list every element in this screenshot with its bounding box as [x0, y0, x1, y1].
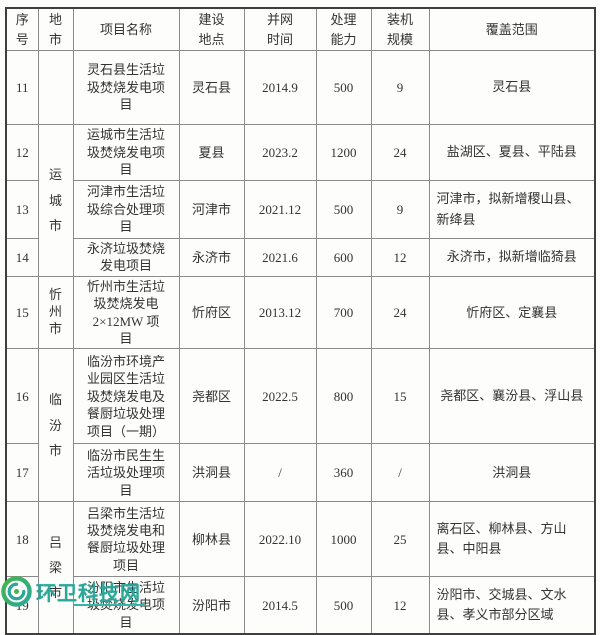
grid-time-cell: 2022.5 [243, 348, 317, 445]
header-coverage: 覆盖范围 [428, 7, 596, 51]
serial-cell: 15 [5, 275, 39, 350]
table-row: 11 灵石县生活垃圾焚烧发电项目 灵石县 2014.9 500 9 灵石县 [5, 50, 596, 125]
capacity-cell: 1000 [315, 501, 372, 578]
coverage-cell: 灵石县 [428, 50, 596, 125]
table-row: 15 忻州市 忻州市生活垃圾焚烧发电2×12MW 项目 忻府区 2013.12 … [5, 275, 596, 350]
scale-cell: / [370, 443, 430, 503]
serial-cell: 17 [5, 443, 39, 503]
scale-cell: 9 [370, 50, 430, 125]
project-name-cell: 忻州市生活垃圾焚烧发电2×12MW 项目 [72, 275, 180, 350]
site-cell: 永济市 [178, 238, 245, 277]
grid-time-cell: 2014.9 [243, 50, 317, 125]
serial-cell: 18 [5, 501, 39, 578]
table-row: 16 临汾市 临汾市环境产业园区生活垃圾焚烧发电及餐厨垃圾处理项目（一期） 尧都… [5, 348, 596, 503]
grid-time-cell: 2021.12 [243, 180, 317, 239]
serial-cell: 12 [5, 124, 39, 181]
capacity-cell: 700 [315, 275, 372, 350]
capacity-cell: 600 [315, 238, 372, 277]
table-row: 14 永济垃圾焚烧发电项目 永济市 2021.6 600 12 永济市，拟新增临… [5, 238, 596, 277]
table-row: 12 运城市 运城市生活垃圾焚烧发电项目 夏县 2023.2 1200 24 盐… [5, 124, 596, 277]
projects-table: 序号 地市 项目名称 建设地点 并网时间 处理能力 装机规模 覆盖范围 11 灵… [5, 7, 596, 635]
city-cell: 运城市 [37, 124, 74, 277]
city-cell: 吕梁市 [37, 501, 74, 635]
scale-cell: 12 [370, 576, 430, 635]
city-cell [37, 50, 74, 125]
watermark-underline [74, 604, 146, 606]
scale-cell: 24 [370, 124, 430, 181]
scale-cell: 15 [370, 348, 430, 445]
coverage-cell: 尧都区、襄汾县、浮山县 [428, 348, 596, 445]
serial-cell: 14 [5, 238, 39, 277]
grid-time-cell: 2013.12 [243, 275, 317, 350]
header-capacity: 处理能力 [315, 7, 372, 51]
table-row: 13 河津市生活垃圾综合处理项目 河津市 2021.12 500 9 河津市，拟… [5, 180, 596, 239]
site-cell: 夏县 [178, 124, 245, 181]
grid-time-cell: 2023.2 [243, 124, 317, 181]
coverage-cell: 河津市，拟新增稷山县、新绛县 [428, 180, 596, 239]
grid-time-cell: 2021.6 [243, 238, 317, 277]
watermark-site-name: 环卫科技网 [36, 582, 141, 605]
coverage-cell: 盐湖区、夏县、平陆县 [428, 124, 596, 181]
city-cell: 临汾市 [37, 348, 74, 503]
project-name-cell: 灵石县生活垃圾焚烧发电项目 [72, 50, 180, 125]
header-project-name: 项目名称 [72, 7, 180, 51]
serial-cell: 16 [5, 348, 39, 445]
watermark: 环卫科技网 [1, 574, 141, 608]
project-name-cell: 永济垃圾焚烧发电项目 [72, 238, 180, 277]
project-name-cell: 河津市生活垃圾综合处理项目 [72, 180, 180, 239]
scale-cell: 24 [370, 275, 430, 350]
table-row: 18 吕梁市 吕梁市生活垃圾焚烧发电和餐厨垃圾处理项目 柳林县 2022.10 … [5, 501, 596, 635]
header-city: 地市 [37, 7, 74, 51]
site-cell: 柳林县 [178, 501, 245, 578]
site-cell: 洪洞县 [178, 443, 245, 503]
header-serial: 序号 [5, 7, 39, 51]
scale-cell: 9 [370, 180, 430, 239]
serial-cell: 11 [5, 50, 39, 125]
header-row: 序号 地市 项目名称 建设地点 并网时间 处理能力 装机规模 覆盖范围 [5, 7, 596, 51]
capacity-cell: 500 [315, 576, 372, 635]
serial-cell: 13 [5, 180, 39, 239]
capacity-cell: 360 [315, 443, 372, 503]
grid-time-cell: 2022.10 [243, 501, 317, 578]
city-cell: 忻州市 [37, 275, 74, 350]
site-cell: 尧都区 [178, 348, 245, 445]
project-name-cell: 临汾市民生生活垃圾处理项目 [72, 443, 180, 503]
coverage-cell: 离石区、柳林县、方山县、中阳县 [428, 501, 596, 578]
scale-cell: 25 [370, 501, 430, 578]
capacity-cell: 500 [315, 50, 372, 125]
project-name-cell: 临汾市环境产业园区生活垃圾焚烧发电及餐厨垃圾处理项目（一期） [72, 348, 180, 445]
capacity-cell: 800 [315, 348, 372, 445]
coverage-cell: 永济市，拟新增临猗县 [428, 238, 596, 277]
site-cell: 灵石县 [178, 50, 245, 125]
table-row: 17 临汾市民生生活垃圾处理项目 洪洞县 / 360 / 洪洞县 [5, 443, 596, 503]
scale-cell: 12 [370, 238, 430, 277]
site-cell: 忻府区 [178, 275, 245, 350]
grid-time-cell: / [243, 443, 317, 503]
project-name-cell: 运城市生活垃圾焚烧发电项目 [72, 124, 180, 181]
coverage-cell: 忻府区、定襄县 [428, 275, 596, 350]
capacity-cell: 500 [315, 180, 372, 239]
project-name-cell: 吕梁市生活垃圾焚烧发电和餐厨垃圾处理项目 [72, 501, 180, 578]
header-site: 建设地点 [178, 7, 245, 51]
huanwei-logo-icon [1, 575, 32, 607]
coverage-cell: 汾阳市、交城县、文水县、孝义市部分区域 [428, 576, 596, 635]
site-cell: 汾阳市 [178, 576, 245, 635]
site-cell: 河津市 [178, 180, 245, 239]
coverage-cell: 洪洞县 [428, 443, 596, 503]
header-grid-time: 并网时间 [243, 7, 317, 51]
header-scale: 装机规模 [370, 7, 430, 51]
grid-time-cell: 2014.5 [243, 576, 317, 635]
capacity-cell: 1200 [315, 124, 372, 181]
